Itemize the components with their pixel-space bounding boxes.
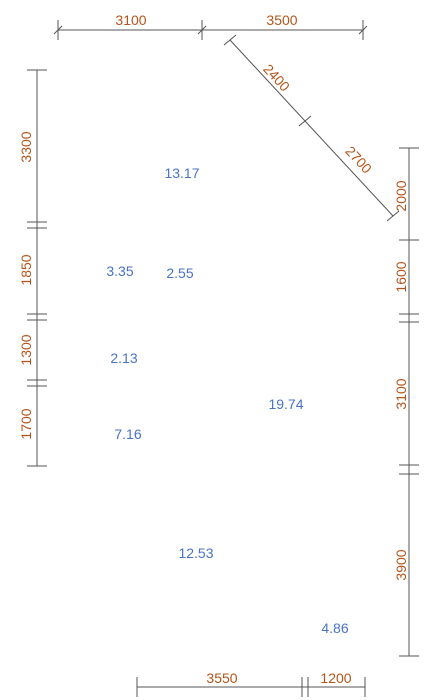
bottom-dimension-chain: 3550 1200	[136, 670, 366, 697]
room-area-4: 2.13	[110, 350, 137, 366]
dimension-left-3: 1300	[18, 334, 34, 365]
dimension-diagonal-2: 2700	[342, 143, 375, 177]
top-dimension-chain: 3100 3500	[53, 12, 368, 40]
dimension-left-4: 1700	[18, 408, 34, 439]
dimension-right-1: 2000	[393, 180, 409, 211]
room-area-5: 19.74	[268, 396, 303, 412]
dimension-left-2: 1850	[18, 254, 34, 285]
room-area-1: 13.17	[164, 165, 199, 181]
room-area-3: 2.55	[166, 265, 193, 281]
dimension-top-1: 3100	[115, 12, 146, 28]
room-area-7: 12.53	[178, 545, 213, 561]
room-area-2: 3.35	[106, 263, 133, 279]
diagonal-dimension-chain: 2400 2700	[223, 34, 400, 222]
room-area-labels: 13.17 3.35 2.55 2.13 19.74 7.16 12.53 4.…	[106, 165, 348, 636]
right-dimension-chain: 2000 1600 3100 3900	[393, 147, 419, 657]
dimension-left-1: 3300	[18, 131, 34, 162]
left-dimension-chain: 3300 1850 1300 1700	[18, 69, 47, 467]
dimension-right-3: 3100	[393, 378, 409, 409]
dimension-right-4: 3900	[393, 549, 409, 580]
room-area-8: 4.86	[321, 620, 348, 636]
room-area-6: 7.16	[114, 426, 141, 442]
dimension-bottom-1: 3550	[206, 670, 237, 686]
dimension-top-2: 3500	[266, 12, 297, 28]
dimension-bottom-2: 1200	[320, 670, 351, 686]
dimension-right-2: 1600	[393, 261, 409, 292]
